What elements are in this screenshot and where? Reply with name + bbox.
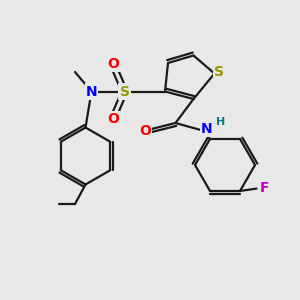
Text: S: S bbox=[119, 85, 130, 98]
Text: F: F bbox=[260, 181, 269, 195]
Text: O: O bbox=[107, 57, 119, 71]
Text: H: H bbox=[216, 117, 225, 127]
Text: N: N bbox=[86, 85, 97, 98]
Text: O: O bbox=[107, 112, 119, 126]
Text: S: S bbox=[214, 65, 224, 79]
Text: O: O bbox=[139, 124, 151, 138]
Text: N: N bbox=[201, 122, 213, 136]
